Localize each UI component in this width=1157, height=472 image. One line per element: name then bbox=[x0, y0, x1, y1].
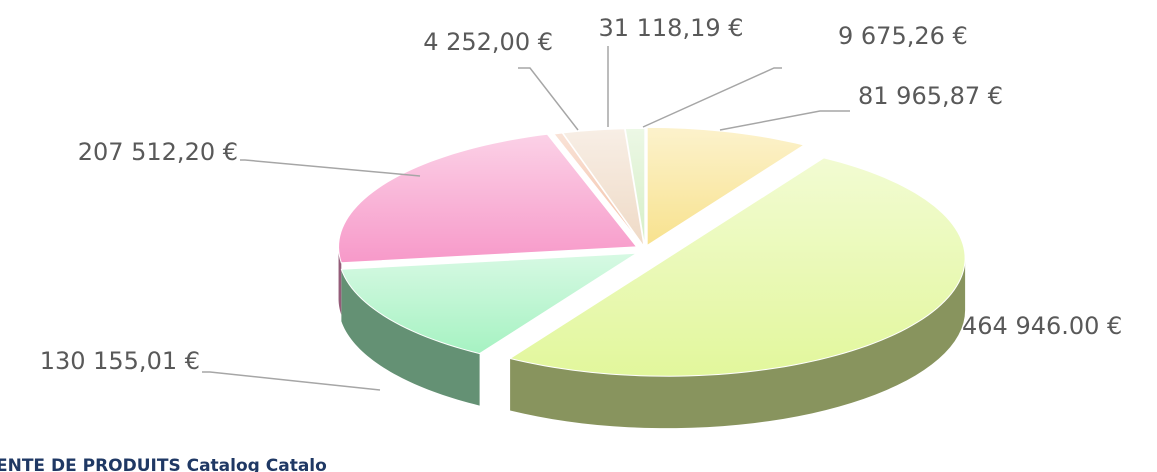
data-label: 31 118,19 € bbox=[598, 14, 743, 42]
data-label: 464 946.00 € bbox=[962, 312, 1122, 340]
slice-shine bbox=[341, 253, 637, 354]
slice-shine bbox=[338, 134, 637, 263]
data-label: 130 155,01 € bbox=[40, 347, 200, 375]
leader-line bbox=[642, 67, 782, 128]
slice-shine bbox=[562, 128, 644, 247]
slice-side bbox=[341, 269, 480, 406]
data-label: 207 512,20 € bbox=[78, 138, 238, 166]
leader-line bbox=[518, 67, 579, 131]
data-label: 4 252,00 € bbox=[423, 28, 553, 56]
slice-shine bbox=[553, 133, 644, 247]
leader-line bbox=[202, 371, 381, 391]
leader-line bbox=[719, 110, 850, 131]
slice-shine bbox=[625, 128, 645, 247]
slice-side bbox=[338, 246, 342, 315]
data-label: 9 675,26 € bbox=[838, 22, 968, 50]
data-label: 81 965,87 € bbox=[858, 82, 1003, 110]
slice-shine bbox=[510, 157, 966, 377]
leader-line bbox=[240, 159, 421, 177]
footer-text: ENTE DE PRODUITS Catalog Catalo bbox=[0, 456, 327, 472]
slice-side bbox=[510, 258, 966, 429]
slice-shine bbox=[647, 127, 804, 246]
